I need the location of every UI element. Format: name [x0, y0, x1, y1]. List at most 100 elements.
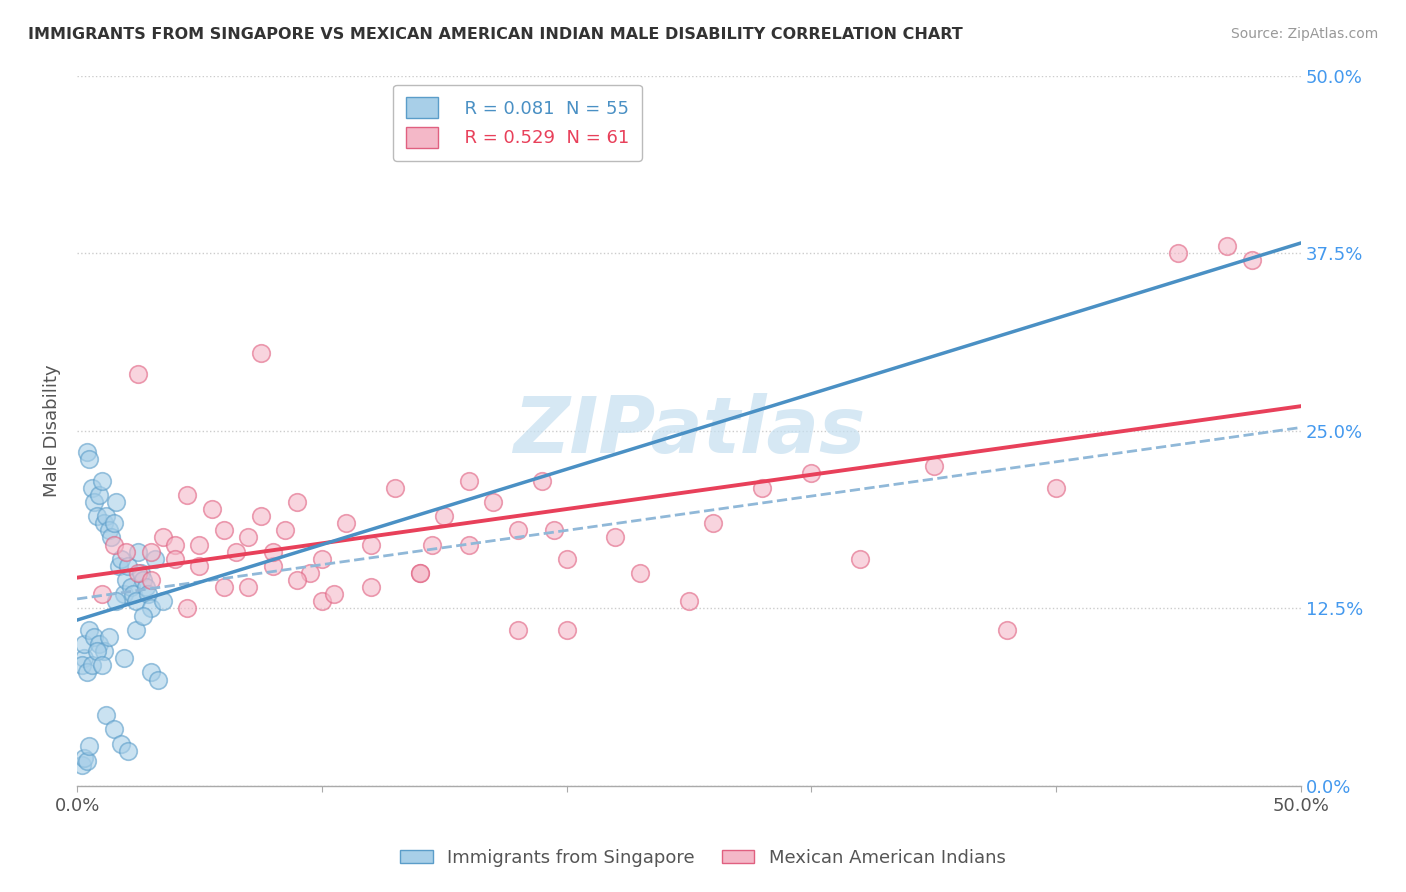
Point: [188, 558, 211, 573]
Point: [555, 623, 578, 637]
Point: [311, 551, 333, 566]
Point: [922, 459, 945, 474]
Point: [335, 516, 357, 531]
Point: [135, 580, 157, 594]
Point: [132, 608, 155, 623]
Point: [285, 573, 308, 587]
Point: [360, 580, 382, 594]
Point: [70, 658, 93, 673]
Point: [76, 754, 98, 768]
Point: [323, 587, 346, 601]
Legend: Immigrants from Singapore, Mexican American Indians: Immigrants from Singapore, Mexican Ameri…: [394, 842, 1012, 874]
Point: [79, 452, 101, 467]
Point: [93, 516, 115, 531]
Point: [176, 488, 198, 502]
Point: [285, 495, 308, 509]
Point: [249, 509, 271, 524]
Point: [70, 757, 93, 772]
Point: [127, 367, 149, 381]
Text: IMMIGRANTS FROM SINGAPORE VS MEXICAN AMERICAN INDIAN MALE DISABILITY CORRELATION: IMMIGRANTS FROM SINGAPORE VS MEXICAN AME…: [28, 27, 963, 42]
Point: [117, 558, 139, 573]
Point: [80, 481, 103, 495]
Point: [115, 573, 138, 587]
Point: [531, 474, 554, 488]
Point: [995, 623, 1018, 637]
Point: [702, 516, 724, 531]
Point: [249, 345, 271, 359]
Point: [103, 537, 125, 551]
Point: [146, 673, 169, 687]
Point: [115, 544, 138, 558]
Point: [90, 474, 112, 488]
Point: [1045, 481, 1067, 495]
Point: [163, 537, 186, 551]
Text: ZIPatlas: ZIPatlas: [513, 392, 865, 469]
Point: [482, 495, 505, 509]
Point: [201, 502, 224, 516]
Point: [262, 544, 284, 558]
Point: [212, 580, 235, 594]
Point: [125, 623, 148, 637]
Point: [100, 530, 122, 544]
Point: [262, 558, 284, 573]
Point: [543, 524, 565, 538]
Point: [83, 630, 105, 644]
Point: [188, 537, 211, 551]
Point: [103, 723, 125, 737]
Point: [1216, 239, 1239, 253]
Point: [238, 580, 260, 594]
Point: [1167, 246, 1189, 260]
Point: [849, 551, 872, 566]
Point: [86, 644, 108, 658]
Point: [298, 566, 321, 580]
Point: [408, 566, 430, 580]
Point: [433, 509, 456, 524]
Point: [225, 544, 247, 558]
Point: [96, 708, 118, 723]
Point: [87, 488, 110, 502]
Point: [163, 551, 186, 566]
Point: [117, 743, 139, 757]
Point: [90, 658, 112, 673]
Point: [152, 594, 174, 608]
Point: [105, 594, 128, 608]
Point: [127, 544, 149, 558]
Point: [122, 587, 145, 601]
Point: [132, 573, 155, 587]
Point: [152, 530, 174, 544]
Point: [139, 573, 162, 587]
Point: [110, 737, 132, 751]
Point: [93, 644, 115, 658]
Point: [79, 623, 101, 637]
Point: [76, 665, 98, 680]
Point: [73, 637, 96, 651]
Point: [76, 445, 98, 459]
Text: Source: ZipAtlas.com: Source: ZipAtlas.com: [1230, 27, 1378, 41]
Point: [139, 665, 162, 680]
Point: [97, 524, 120, 538]
Point: [408, 566, 430, 580]
Point: [83, 495, 105, 509]
Point: [97, 630, 120, 644]
Point: [605, 530, 627, 544]
Point: [79, 739, 101, 754]
Point: [127, 566, 149, 580]
Point: [145, 551, 167, 566]
Point: [751, 481, 773, 495]
Point: [678, 594, 700, 608]
Point: [136, 587, 159, 601]
Point: [90, 587, 112, 601]
Point: [628, 566, 651, 580]
Point: [120, 580, 142, 594]
Point: [112, 587, 135, 601]
Point: [96, 509, 118, 524]
Legend:   R = 0.081  N = 55,   R = 0.529  N = 61: R = 0.081 N = 55, R = 0.529 N = 61: [394, 85, 641, 161]
Point: [555, 551, 578, 566]
Point: [139, 601, 162, 615]
Point: [420, 537, 443, 551]
Point: [176, 601, 198, 615]
Point: [73, 651, 96, 665]
Point: [274, 524, 297, 538]
Point: [86, 509, 108, 524]
Point: [110, 551, 132, 566]
